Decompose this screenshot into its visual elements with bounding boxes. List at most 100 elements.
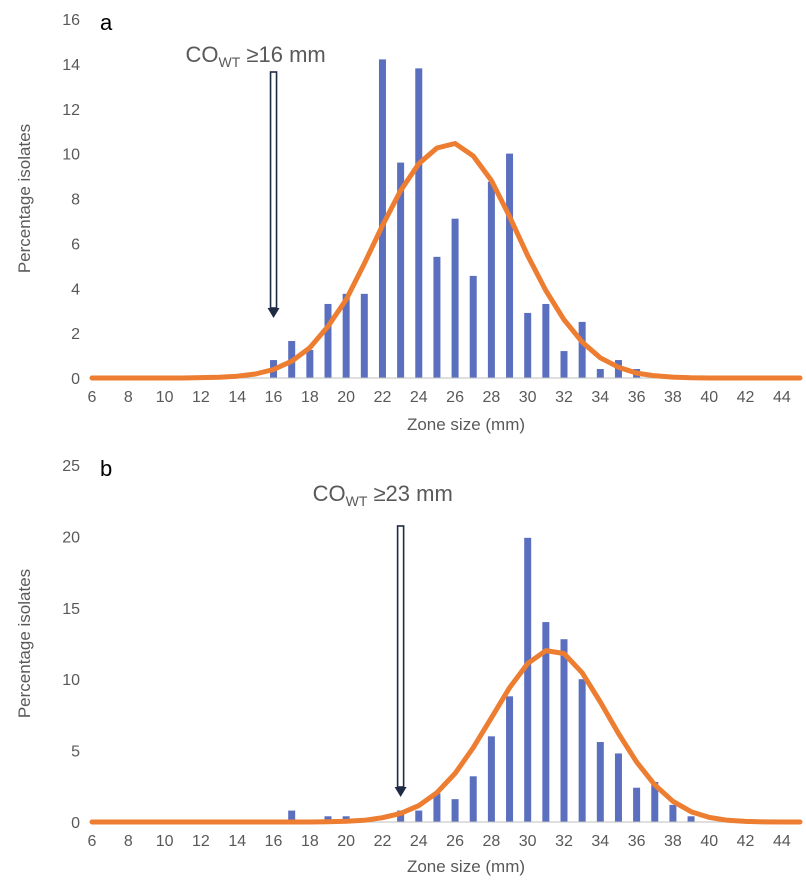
x-tick-label: 24 <box>410 833 428 850</box>
y-tick-label: 14 <box>62 57 80 74</box>
y-tick-label: 10 <box>62 147 80 164</box>
bar <box>433 793 441 822</box>
cutoff-arrow-head <box>394 787 407 797</box>
bar <box>506 153 514 378</box>
x-tick-label: 28 <box>482 389 500 406</box>
bar <box>560 639 568 822</box>
x-tick-label: 30 <box>519 833 537 850</box>
bar <box>542 622 550 822</box>
x-tick-label: 10 <box>156 833 174 850</box>
x-tick-label: 14 <box>228 389 246 406</box>
bar <box>451 218 459 378</box>
y-axis-label: Percentage isolates <box>15 124 34 273</box>
cutoff-arrow-shaft <box>269 71 278 309</box>
x-tick-label: 38 <box>664 833 682 850</box>
cutoff-arrow-shaft <box>396 525 405 788</box>
x-tick-label: 6 <box>88 389 97 406</box>
x-tick-label: 42 <box>737 389 755 406</box>
x-tick-label: 20 <box>337 833 355 850</box>
bar <box>506 696 514 822</box>
y-tick-label: 4 <box>71 281 80 298</box>
x-tick-label: 38 <box>664 389 682 406</box>
cutoff-annotation: COWT ≥23 mm <box>313 481 453 509</box>
x-tick-label: 6 <box>88 833 97 850</box>
bar <box>524 537 532 822</box>
bar <box>542 303 550 378</box>
x-tick-label: 14 <box>228 833 246 850</box>
annotation-subscript: WT <box>219 54 241 70</box>
bar <box>324 303 332 378</box>
x-tick-label: 26 <box>446 389 464 406</box>
bar <box>578 679 586 822</box>
panel-letter: b <box>100 456 112 481</box>
x-tick-label: 26 <box>446 833 464 850</box>
bar <box>324 816 332 822</box>
y-tick-label: 25 <box>62 458 80 475</box>
y-tick-label: 5 <box>71 744 80 761</box>
bar <box>469 776 477 822</box>
x-tick-label: 32 <box>555 833 573 850</box>
x-tick-label: 18 <box>301 389 319 406</box>
bar <box>306 349 314 378</box>
x-tick-label: 12 <box>192 833 210 850</box>
panel-letter: a <box>100 10 113 35</box>
bar <box>487 736 495 822</box>
x-tick-label: 8 <box>124 833 133 850</box>
x-tick-label: 36 <box>628 833 646 850</box>
y-tick-label: 20 <box>62 529 80 546</box>
x-tick-label: 12 <box>192 389 210 406</box>
bar <box>288 810 296 822</box>
x-tick-label: 34 <box>591 389 609 406</box>
fitted-curve <box>89 648 803 825</box>
bar <box>651 782 659 822</box>
annotation-subscript: WT <box>346 493 368 509</box>
x-tick-label: 22 <box>374 389 392 406</box>
y-tick-label: 6 <box>71 236 80 253</box>
x-tick-label: 40 <box>700 389 718 406</box>
annotation-threshold: ≥23 mm <box>367 481 452 506</box>
y-tick-label: 16 <box>62 12 80 29</box>
x-tick-label: 18 <box>301 833 319 850</box>
bar <box>487 181 495 378</box>
x-axis-label: Zone size (mm) <box>407 857 525 876</box>
bar <box>524 312 532 378</box>
y-tick-label: 8 <box>71 192 80 209</box>
annotation-threshold: ≥16 mm <box>240 42 325 67</box>
y-tick-label: 10 <box>62 672 80 689</box>
fitted-curve <box>89 141 803 381</box>
bar <box>633 787 641 822</box>
y-axis-label: Percentage isolates <box>15 569 34 718</box>
y-tick-label: 2 <box>71 326 80 343</box>
bar <box>578 321 586 378</box>
x-tick-label: 16 <box>265 833 283 850</box>
x-tick-label: 44 <box>773 389 791 406</box>
x-tick-label: 30 <box>519 389 537 406</box>
bar <box>687 816 695 822</box>
bar <box>596 742 604 822</box>
x-tick-label: 8 <box>124 389 133 406</box>
bar <box>397 810 405 822</box>
x-tick-label: 44 <box>773 833 791 850</box>
x-tick-label: 10 <box>156 389 174 406</box>
x-tick-label: 20 <box>337 389 355 406</box>
bar <box>596 369 604 378</box>
bar <box>342 293 350 378</box>
bar <box>669 804 677 822</box>
bar <box>415 810 423 822</box>
x-tick-label: 40 <box>700 833 718 850</box>
y-tick-label: 0 <box>71 371 80 388</box>
x-tick-label: 34 <box>591 833 609 850</box>
x-tick-label: 32 <box>555 389 573 406</box>
y-tick-label: 15 <box>62 601 80 618</box>
bar <box>433 256 441 378</box>
bar <box>469 275 477 378</box>
x-tick-label: 24 <box>410 389 428 406</box>
bar <box>360 293 368 378</box>
bar <box>378 59 386 378</box>
bar <box>451 799 459 822</box>
x-axis-label: Zone size (mm) <box>407 415 525 434</box>
bar <box>614 753 622 822</box>
x-tick-label: 22 <box>374 833 392 850</box>
